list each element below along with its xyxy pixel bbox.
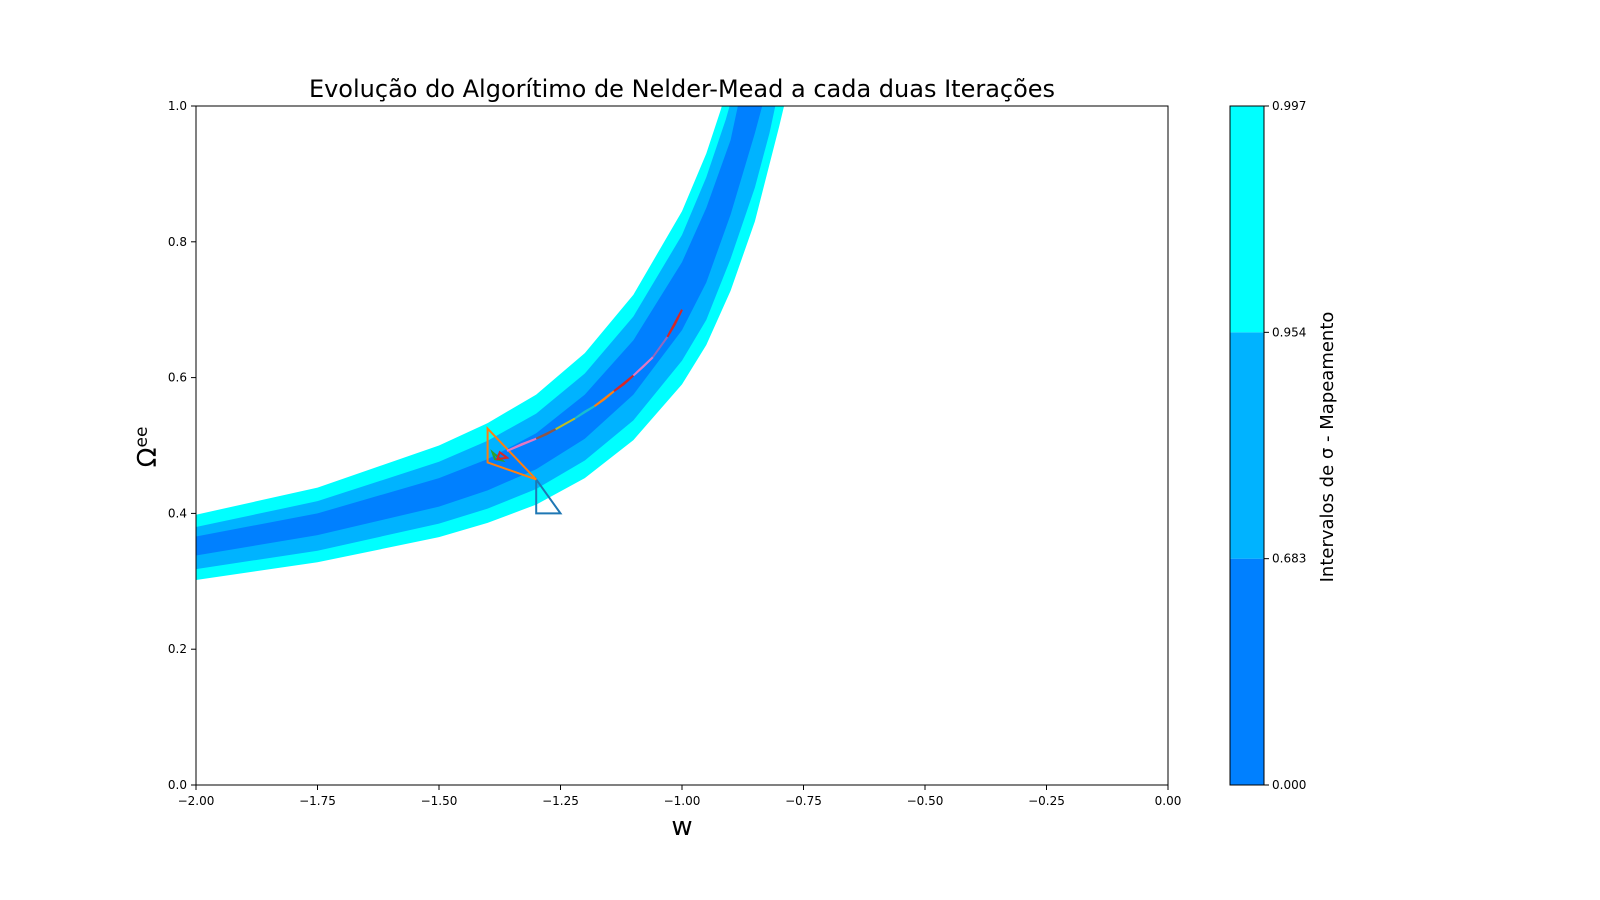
x-tick-label: −1.25 (542, 794, 579, 808)
x-axis-label: w (671, 812, 692, 842)
x-tick-label: −0.75 (785, 794, 822, 808)
colorbar-label: Intervalos de σ - Mapeamento (1317, 312, 1338, 583)
simplex-6 (535, 428, 557, 440)
simplex-10 (613, 374, 635, 392)
svg-text:Ωee: Ωee (132, 427, 163, 468)
x-axis: −2.00 −1.75 −1.50 −1.25 −1.00 −0.75 −0.50 −0.25… (178, 785, 1182, 808)
y-tick-label: 0.8 (168, 235, 187, 249)
simplex-7 (555, 417, 576, 431)
simplex-13 (666, 309, 683, 338)
simplex-path-layer (486, 309, 683, 515)
colorbar: 0.000 0.683 0.954 0.997 (1229, 99, 1306, 792)
colorbar-segment (1230, 558, 1264, 785)
contour-band-0_683 (196, 106, 763, 556)
colorbar-tick-label: 0.683 (1272, 552, 1306, 566)
y-tick-label: 0.0 (168, 778, 187, 792)
y-axis-label-subscript: ee (132, 427, 152, 448)
y-tick-label: 0.6 (168, 371, 187, 385)
simplex-5 (506, 437, 537, 452)
y-tick-label: 0.4 (168, 506, 187, 520)
x-tick-label: −0.50 (907, 794, 944, 808)
colorbar-segment (1230, 332, 1264, 559)
y-axis: 0.0 0.2 0.4 0.6 0.8 1.0 (168, 99, 196, 792)
y-axis-label: Ωee (132, 427, 163, 468)
y-axis-label-base: Ω (133, 448, 163, 468)
colorbar-tick-label: 0.997 (1272, 99, 1306, 113)
y-tick-label: 0.2 (168, 642, 187, 656)
x-tick-label: −2.00 (178, 794, 215, 808)
x-tick-label: −0.25 (1028, 794, 1065, 808)
colorbar-label-text: Intervalos de σ - Mapeamento (1317, 312, 1338, 583)
colorbar-tick-label: 0.000 (1272, 778, 1306, 792)
x-tick-label: 0.00 (1155, 794, 1182, 808)
simplex-11 (632, 356, 654, 377)
simplex-9 (593, 390, 615, 407)
simplex-1 (535, 476, 563, 515)
y-tick-label: 1.0 (168, 99, 187, 113)
chart-title: Evolução do Algorítimo de Nelder-Mead a … (309, 75, 1055, 103)
simplex-4 (495, 450, 510, 461)
x-tick-label: −1.00 (664, 794, 701, 808)
simplex-8 (574, 405, 596, 420)
colorbar-segment (1230, 106, 1264, 333)
x-tick-label: −1.75 (299, 794, 336, 808)
colorbar-tick-label: 0.954 (1272, 325, 1306, 339)
colorbar-frame (1229, 105, 1265, 786)
plot-area-background (196, 106, 1168, 785)
x-tick-label: −1.50 (421, 794, 458, 808)
simplex-2 (486, 426, 537, 481)
contour-layer (196, 106, 785, 580)
simplex-12 (652, 336, 669, 358)
